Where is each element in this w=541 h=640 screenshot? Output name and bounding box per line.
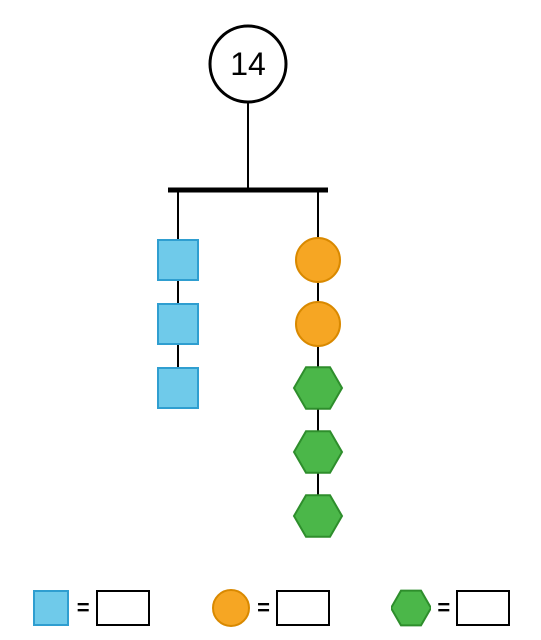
square-icon [31,588,71,628]
legend-value-input-hexagon[interactable] [456,590,510,626]
equals-sign: = [437,595,450,621]
legend-value-input-circle[interactable] [276,590,330,626]
square-shape [158,240,198,280]
branches [158,192,342,537]
root-label: 14 [230,46,266,82]
legend-item-square: = [31,588,150,628]
circle-shape [296,302,340,346]
legend-row: = = = [0,588,541,628]
equals-sign: = [257,595,270,621]
branch-left [158,192,198,408]
circle-icon [211,588,251,628]
hexagon-shape [294,495,342,537]
hexagon-shape [294,431,342,473]
square-shape [158,304,198,344]
circle-shape [296,238,340,282]
legend-item-circle: = [211,588,330,628]
hexagon-shape [294,367,342,409]
branch-right [294,192,342,537]
square-shape [158,368,198,408]
hexagon-icon [391,588,431,628]
legend-value-input-square[interactable] [96,590,150,626]
balance-mobile-diagram: 14 [0,0,541,560]
equals-sign: = [77,595,90,621]
legend-item-hexagon: = [391,588,510,628]
